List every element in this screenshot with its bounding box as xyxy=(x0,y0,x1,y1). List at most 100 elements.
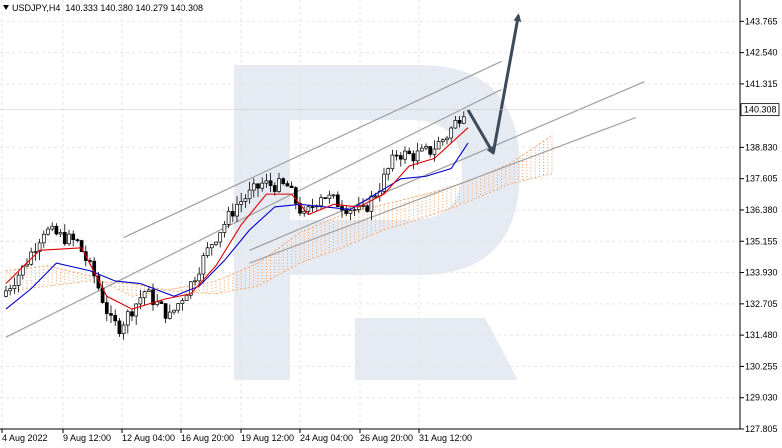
forecast-arrows xyxy=(466,13,522,155)
x-tick-label: 31 Aug 12:00 xyxy=(419,433,472,443)
candle-bull xyxy=(369,195,374,212)
candlesticks xyxy=(4,111,466,340)
candle-bull xyxy=(50,225,55,230)
candle-bull xyxy=(403,150,407,160)
candle-bull xyxy=(33,251,38,253)
candle-bull xyxy=(138,297,143,305)
candle-bull xyxy=(201,255,206,275)
x-tick-label: 24 Aug 04:00 xyxy=(300,433,353,443)
y-tick-label: 127.805 xyxy=(745,424,778,434)
candle-bear xyxy=(272,185,277,192)
watermark-logo xyxy=(234,65,520,380)
y-tick-label: 131.480 xyxy=(745,330,778,340)
candle-bear xyxy=(75,239,80,241)
candle-bear xyxy=(293,187,298,204)
x-tick-label: 16 Aug 20:00 xyxy=(181,433,234,443)
collapse-triangle-icon[interactable] xyxy=(3,5,9,10)
y-tick-label: 137.605 xyxy=(745,174,778,184)
chart-header: USDJPY,H4 140.333 140.380 140.279 140.30… xyxy=(3,3,203,13)
candle-bull xyxy=(205,247,210,257)
x-axis-ticks: 4 Aug 2022 9 Aug 12:00 12 Aug 04:00 16 Aug … xyxy=(1,429,472,443)
y-tick-label: 133.930 xyxy=(745,268,778,278)
candle-bull xyxy=(264,180,269,184)
candle-bear xyxy=(109,313,113,316)
y-tick-label: 129.030 xyxy=(745,393,778,403)
y-tick-label: 135.155 xyxy=(745,236,778,246)
candle-bull xyxy=(247,189,252,200)
candle-bull xyxy=(348,210,353,214)
candle-bull xyxy=(302,211,307,214)
candle-bear xyxy=(230,211,235,217)
candle-bull xyxy=(12,285,17,290)
candle-bear xyxy=(428,146,433,155)
candle-bull xyxy=(243,198,248,202)
candle-bear xyxy=(298,203,302,214)
current-price-label: 140.308 xyxy=(744,105,777,115)
candle-bull xyxy=(121,324,126,334)
candle-bull xyxy=(440,139,445,142)
candle-bull xyxy=(41,233,46,244)
candle-bull xyxy=(16,274,21,286)
symbol-label: USDJPY,H4 xyxy=(12,3,61,13)
candle-bear xyxy=(323,197,328,199)
candle-bear xyxy=(335,194,340,207)
y-tick-label: 143.765 xyxy=(745,16,778,26)
candle-bear xyxy=(289,185,294,189)
candle-bear xyxy=(457,119,462,124)
candle-bull xyxy=(180,300,185,304)
candle-bull xyxy=(184,294,189,301)
candle-bull xyxy=(167,311,172,319)
candle-bear xyxy=(285,183,290,187)
candle-bull xyxy=(235,204,239,217)
y-tick-label: 142.540 xyxy=(745,48,778,58)
candle-bull xyxy=(67,233,71,245)
candle-bull xyxy=(373,195,378,198)
candle-bull xyxy=(327,194,332,199)
kijun-line xyxy=(5,142,469,310)
candle-bull xyxy=(209,244,214,249)
candle-bear xyxy=(411,153,416,162)
candle-bear xyxy=(79,240,84,253)
x-tick-label: 4 Aug 2022 xyxy=(2,433,48,443)
candle-bull xyxy=(172,309,176,313)
candle-bear xyxy=(163,303,168,319)
candle-bull xyxy=(197,273,202,282)
candle-bear xyxy=(130,311,134,317)
candle-bull xyxy=(386,168,391,175)
y-tick-label: 130.255 xyxy=(745,361,778,371)
candle-bull xyxy=(218,232,223,243)
y-axis-ticks: 143.765 142.540 141.315 138.830 137.605 136.3… xyxy=(740,16,778,434)
candle-bear xyxy=(394,154,399,157)
forecast-arrow xyxy=(491,13,522,154)
candle-bull xyxy=(20,265,25,276)
x-tick-label: 12 Aug 04:00 xyxy=(122,433,175,443)
candle-bear xyxy=(71,233,76,240)
forecast-arrow xyxy=(466,109,495,155)
candle-bear xyxy=(62,232,67,245)
candle-bear xyxy=(104,302,109,314)
candle-bull xyxy=(4,290,8,297)
candle-bull xyxy=(260,182,265,189)
candle-bull xyxy=(134,303,139,317)
candle-bull xyxy=(432,148,437,155)
candle-bull xyxy=(424,146,428,149)
candle-bull xyxy=(176,303,181,311)
candle-bull xyxy=(142,291,147,299)
y-tick-label: 138.830 xyxy=(745,142,778,152)
candle-bull xyxy=(239,201,244,205)
candle-bear xyxy=(344,209,349,214)
candle-bull xyxy=(46,228,50,235)
candle-bear xyxy=(310,206,315,209)
axes xyxy=(0,0,741,430)
y-tick-label: 141.315 xyxy=(745,79,778,89)
candle-bull xyxy=(319,197,323,207)
candle-bull xyxy=(419,147,424,152)
candle-bull xyxy=(222,224,227,233)
candle-bull xyxy=(214,241,218,245)
candle-bull xyxy=(226,211,231,225)
candle-bull xyxy=(251,183,256,191)
channel-line xyxy=(5,88,502,338)
candle-bear xyxy=(256,183,260,189)
current-price-box xyxy=(740,103,780,117)
